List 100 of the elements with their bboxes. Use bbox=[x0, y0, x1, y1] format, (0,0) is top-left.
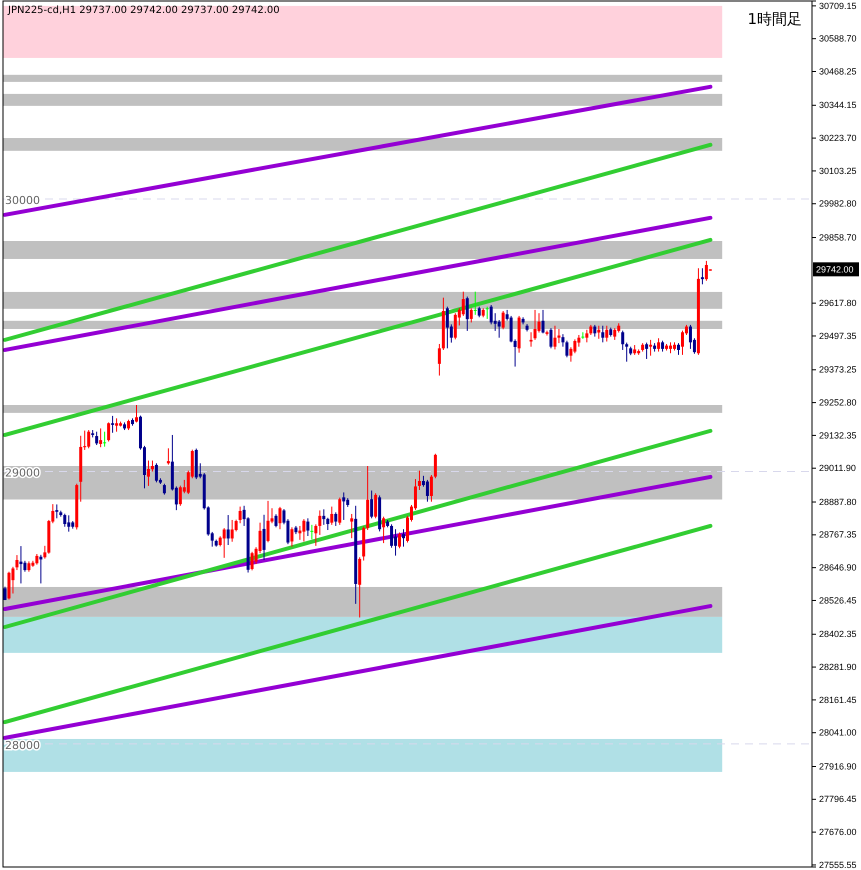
candlestick bbox=[374, 492, 378, 519]
candlestick bbox=[542, 309, 544, 334]
y-tick-label: 30344.15 bbox=[819, 100, 857, 110]
candlestick bbox=[382, 516, 386, 544]
candlestick bbox=[394, 528, 398, 556]
candlestick bbox=[502, 310, 505, 330]
candlestick bbox=[510, 315, 513, 343]
candlestick bbox=[426, 479, 429, 502]
candlestick bbox=[593, 324, 596, 338]
candlestick bbox=[63, 513, 66, 528]
y-tick-label: 30223.70 bbox=[819, 132, 857, 143]
candlestick bbox=[35, 554, 38, 566]
candlestick bbox=[314, 524, 318, 546]
y-tick-label: 28041.00 bbox=[819, 728, 857, 738]
candlestick bbox=[146, 460, 150, 486]
candlestick bbox=[326, 517, 330, 531]
candlestick bbox=[680, 330, 684, 356]
y-tick-label: 29252.80 bbox=[819, 397, 857, 408]
y-tick-label: 28161.45 bbox=[819, 694, 857, 705]
y-tick-label: 28646.90 bbox=[819, 562, 857, 573]
candlestick bbox=[645, 342, 648, 360]
y-tick-label: 30588.70 bbox=[819, 34, 857, 44]
candlestick bbox=[226, 514, 230, 546]
candlestick bbox=[322, 508, 326, 526]
candlestick bbox=[454, 312, 457, 340]
candlestick bbox=[676, 342, 680, 356]
y-tick-label: 27916.90 bbox=[819, 761, 857, 772]
y-tick-label: 28526.45 bbox=[819, 595, 857, 606]
candlestick bbox=[700, 268, 704, 285]
candlestick bbox=[370, 490, 374, 519]
candlestick bbox=[266, 500, 270, 543]
candlestick bbox=[597, 325, 600, 340]
candlestick bbox=[154, 462, 158, 483]
candlestick bbox=[338, 497, 342, 526]
text: 1時間足 bbox=[747, 10, 802, 28]
candlestick bbox=[306, 518, 310, 537]
y-tick-label: 27555.55 bbox=[819, 860, 857, 870]
candlestick bbox=[534, 309, 537, 340]
candlestick bbox=[466, 296, 469, 332]
candlestick bbox=[318, 510, 322, 536]
candlestick bbox=[498, 319, 501, 338]
candlestick bbox=[178, 485, 182, 506]
candlestick bbox=[390, 524, 394, 548]
ref-line-label: 28000 bbox=[5, 738, 40, 752]
candlestick bbox=[166, 448, 170, 466]
candlestick bbox=[617, 322, 620, 334]
y-tick-label: 28281.90 bbox=[819, 662, 857, 672]
candlestick bbox=[162, 483, 166, 496]
candlestick bbox=[486, 306, 489, 320]
y-tick-label: 28767.35 bbox=[819, 530, 857, 540]
y-tick-label: 27676.00 bbox=[819, 827, 857, 838]
y-tick-label: 29011.90 bbox=[819, 463, 856, 474]
y-tick-label: 29132.35 bbox=[819, 430, 857, 440]
chart-title: JPN225-cd,H1 29737.00 29742.00 29737.00 29742.00 bbox=[7, 5, 280, 16]
candlestick bbox=[585, 329, 588, 343]
ref-line-label: 29000 bbox=[5, 466, 40, 480]
candlestick bbox=[657, 338, 660, 352]
text: 29742.00 bbox=[816, 264, 854, 274]
ref-line-label: 30000 bbox=[5, 194, 40, 208]
candlestick bbox=[470, 308, 473, 323]
candlestick bbox=[398, 532, 402, 549]
y-tick-label: 28887.80 bbox=[819, 496, 857, 507]
candlestick bbox=[230, 519, 234, 542]
candlestick bbox=[549, 328, 552, 349]
candlestick bbox=[298, 525, 302, 540]
y-tick-label: 30103.25 bbox=[819, 166, 857, 176]
candlestick bbox=[418, 470, 421, 490]
candlestick bbox=[350, 513, 354, 539]
candlestick bbox=[589, 324, 592, 336]
y-tick-label: 30709.15 bbox=[819, 0, 857, 11]
candlestick bbox=[27, 560, 30, 572]
candlestick bbox=[99, 428, 102, 448]
candlestick bbox=[115, 418, 118, 432]
candlestick bbox=[274, 514, 278, 528]
candlestick bbox=[434, 453, 437, 479]
candlestick bbox=[613, 328, 616, 340]
y-tick-label: 28402.35 bbox=[819, 629, 857, 640]
candlestick bbox=[661, 340, 664, 352]
y-tick-label: 29373.25 bbox=[819, 364, 857, 375]
candlestick bbox=[67, 514, 70, 532]
candlestick bbox=[438, 343, 441, 376]
candlestick bbox=[577, 334, 580, 348]
candlestick bbox=[565, 340, 568, 358]
candlestick bbox=[55, 504, 58, 519]
candlestick bbox=[342, 492, 346, 520]
candlestick bbox=[83, 430, 86, 450]
candlestick bbox=[238, 506, 242, 524]
candlestick bbox=[250, 551, 254, 571]
candlestick bbox=[490, 304, 493, 325]
candlestick bbox=[278, 506, 282, 530]
candlestick bbox=[669, 342, 672, 354]
y-tick-label: 29497.35 bbox=[819, 330, 857, 341]
candlestick bbox=[135, 404, 138, 423]
candlestick bbox=[3, 586, 6, 601]
candlestick bbox=[127, 419, 130, 431]
candlestick bbox=[704, 260, 708, 282]
candlestick bbox=[430, 474, 433, 502]
candlestick bbox=[530, 332, 533, 348]
candlestick bbox=[107, 422, 110, 442]
candlestick bbox=[222, 528, 226, 558]
